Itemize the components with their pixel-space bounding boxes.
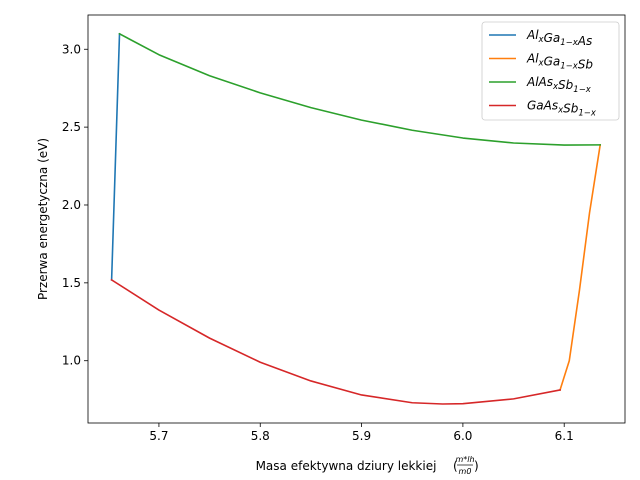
plot-series-group bbox=[110, 32, 602, 405]
y-tick-label: 1.5 bbox=[62, 276, 81, 290]
fraction-denominator: m0 bbox=[459, 467, 472, 476]
series-line-0 bbox=[110, 33, 121, 281]
y-axis-label: Przerwa energetyczna (eV) bbox=[36, 138, 50, 300]
x-axis-label-text: Masa efektywna dziury lekkiej bbox=[256, 459, 437, 473]
x-tick-label: 5.8 bbox=[251, 429, 270, 443]
y-tick-label: 1.0 bbox=[62, 354, 81, 368]
series-line-3 bbox=[110, 278, 561, 405]
series-line-2 bbox=[118, 32, 601, 146]
legend-label-3: GaAsxSb1−x bbox=[527, 99, 597, 119]
series-line-1 bbox=[559, 143, 602, 391]
x-tick-label: 6.0 bbox=[453, 429, 472, 443]
y-tick-label: 2.0 bbox=[62, 198, 81, 212]
y-tick-label: 2.5 bbox=[62, 120, 81, 134]
y-tick-label: 3.0 bbox=[62, 42, 81, 56]
legend-label-2: AlAsxSb1−x bbox=[526, 75, 592, 95]
x-tick-label: 5.7 bbox=[149, 429, 168, 443]
legend-label-1: AlxGa1−xSb bbox=[526, 52, 593, 72]
legend-frame bbox=[481, 21, 620, 121]
x-axis-label-fraction: (m*lh m0) bbox=[453, 455, 479, 476]
x-tick-label: 6.1 bbox=[555, 429, 574, 443]
x-axis-label: Masa efektywna dziury lekkiej bbox=[256, 459, 437, 473]
legend: AlxGa1−xAs AlxGa1−xSb AlAsxSb1−x GaAsxSb1−x bbox=[481, 21, 620, 121]
x-axis-ticks: 5.7 5.8 5.9 6.0 6.1 bbox=[149, 423, 574, 443]
legend-label-0: AlxGa1−xAs bbox=[526, 28, 592, 48]
axes-frame bbox=[87, 14, 626, 424]
fraction-paren-open: ( bbox=[453, 459, 458, 473]
fraction-paren-close: ) bbox=[474, 459, 479, 473]
x-tick-label: 5.9 bbox=[352, 429, 371, 443]
y-axis-ticks: 1.0 1.5 2.0 2.5 3.0 bbox=[62, 42, 88, 368]
fraction-numerator: m*lh bbox=[455, 455, 474, 464]
